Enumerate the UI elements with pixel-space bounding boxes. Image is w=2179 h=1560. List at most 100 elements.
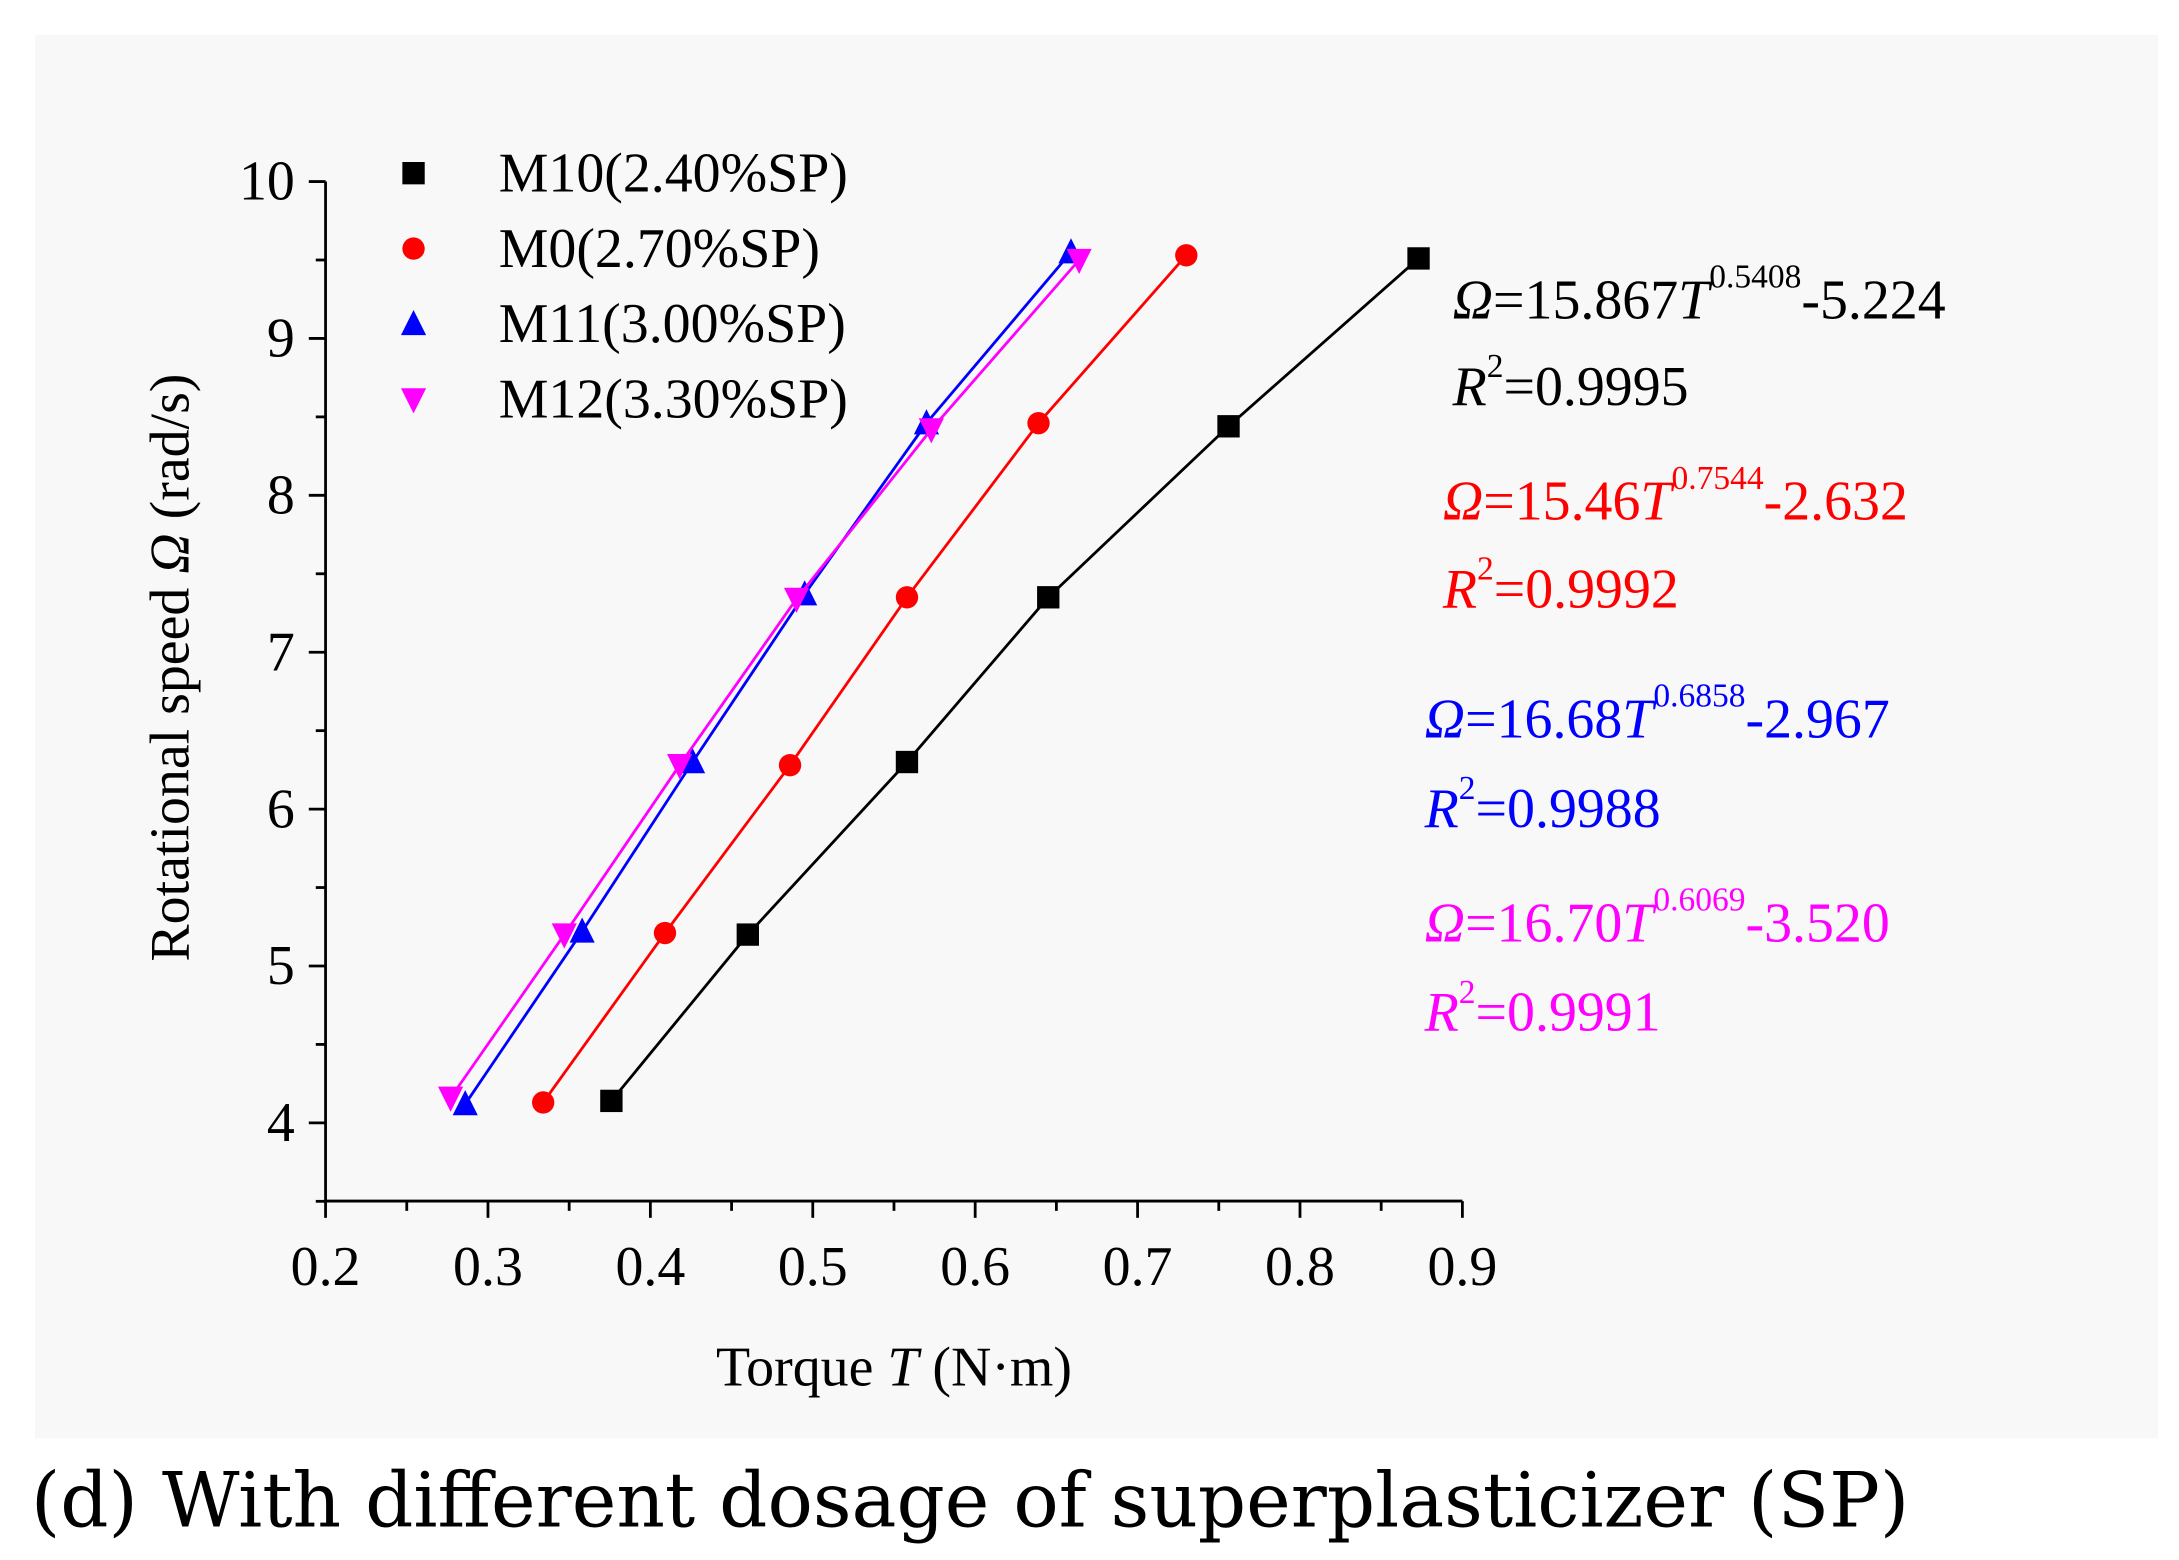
fit-equation: Ω=16.70T0.6069-3.520 [1425,882,1890,955]
y-tick-label: 8 [267,464,295,526]
eq-r2_exp: 2 [1487,348,1504,385]
fit-line [464,251,1073,1105]
eq-r2_label: R [1424,778,1459,840]
axes: 0.2 0.3 0.4 0.5 0.6 0.7 0.8 0.9 4 5 6 7 8 9 10 [239,151,1497,1298]
data-point [1217,415,1240,438]
eq-r2_exp: 2 [1459,770,1476,807]
y-tick-label: 10 [239,151,295,213]
x-tick-label: 0.5 [778,1236,848,1298]
eq-tail: -3.520 [1745,892,1889,954]
y-axis-label: Rotational speed Ω (rad/s) [140,374,202,962]
data-point [1175,244,1198,267]
eq-exp: 0.7544 [1672,460,1764,497]
eq-r2_label: R [1424,982,1459,1044]
eq-lhs: Ω [1425,688,1465,750]
data-point [532,1091,555,1114]
data-point [680,748,706,774]
data-point [600,1089,623,1113]
x-tick-label: 0.4 [615,1236,685,1298]
data-point [551,923,577,949]
eq-lhs: Ω [1425,892,1465,954]
r-squared: R2=0.9988 [1424,770,1661,840]
eq-coef: =16.68 [1465,688,1622,750]
x-axis-label: Torque T (N·m) [716,1336,1072,1398]
legend: M10(2.40%SP) M0(2.70%SP) M11(3.00%SP) M12(3… [400,142,848,431]
legend-marker [402,162,425,185]
plot-background [35,34,2158,1439]
legend-label: M11(3.00%SP) [499,293,846,355]
series-3 [438,248,1092,1112]
equations: Ω=15.867T0.5408-5.224R2=0.9995Ω=15.46T0.… [1424,259,1946,1044]
data-point [778,753,802,777]
legend-marker [402,237,425,260]
legend-label: M10(2.40%SP) [499,142,848,204]
eq-coef: =15.46 [1483,471,1640,533]
fit-line [449,259,1081,1099]
data-point [895,750,919,774]
eq-tail: -2.967 [1745,688,1889,750]
eq-var: T [1640,471,1675,533]
r-squared: R2=0.9995 [1452,348,1689,418]
x-tick-label: 0.9 [1427,1236,1497,1298]
x-tick-label: 0.7 [1103,1236,1173,1298]
eq-lhs: Ω [1443,471,1483,533]
data-point [569,917,595,943]
eq-r2_val: =0.9992 [1494,559,1679,621]
x-tick-label: 0.6 [940,1236,1010,1298]
data-point [736,923,759,946]
eq-r2_val: =0.9988 [1476,778,1661,840]
fit-line [542,254,1188,1104]
legend-label: M0(2.70%SP) [499,218,820,280]
eq-r2_val: =0.9995 [1503,356,1688,418]
x-tick-label: 0.8 [1265,1236,1335,1298]
fit-equation: Ω=15.867T0.5408-5.224 [1453,259,1946,332]
eq-r2_label: R [1442,559,1477,621]
data-point [783,587,810,613]
data-point [1407,247,1430,270]
data-point [667,753,693,780]
data-point [452,1090,478,1116]
legend-marker [400,388,427,414]
data-point [1066,248,1092,274]
y-tick-label: 9 [267,308,295,370]
fit-equation: Ω=15.46T0.7544-2.632 [1443,460,1908,533]
eq-exp: 0.6069 [1653,882,1745,919]
y-tick-label: 7 [267,621,295,683]
eq-coef: =15.867 [1493,269,1678,331]
series-group [438,238,1430,1116]
data-point [438,1086,464,1112]
eq-r2_val: =0.9991 [1476,982,1661,1044]
eq-tail: -2.632 [1764,471,1908,533]
series-0 [600,247,1430,1113]
fit-line [610,257,1420,1102]
y-tick-label: 6 [267,778,295,840]
r-squared: R2=0.9992 [1442,551,1679,621]
legend-marker [400,310,427,336]
r-squared: R2=0.9991 [1424,974,1661,1044]
data-point [895,586,919,609]
eq-r2_label: R [1452,356,1487,418]
eq-var: T [1622,892,1657,954]
data-point [653,921,677,945]
data-point [1027,411,1050,435]
eq-r2_exp: 2 [1459,974,1476,1011]
eq-exp: 0.6858 [1653,678,1745,715]
legend-label: M12(3.30%SP) [499,369,848,431]
x-tick-label: 0.3 [453,1236,523,1298]
fit-equation: Ω=16.68T0.6858-2.967 [1425,678,1890,751]
y-tick-label: 5 [267,935,295,997]
figure-caption: (d) With different dosage of superplasti… [31,1456,1909,1544]
eq-var: T [1622,688,1657,750]
eq-lhs: Ω [1453,269,1493,331]
eq-r2_exp: 2 [1477,551,1494,588]
y-tick-label: 4 [267,1092,295,1154]
series-1 [532,244,1198,1114]
eq-exp: 0.5408 [1709,259,1801,296]
data-point [1037,586,1060,609]
eq-coef: =16.70 [1465,892,1622,954]
data-point [918,418,944,444]
x-tick-label: 0.2 [291,1236,361,1298]
eq-tail: -5.224 [1801,269,1945,331]
eq-var: T [1678,269,1713,331]
